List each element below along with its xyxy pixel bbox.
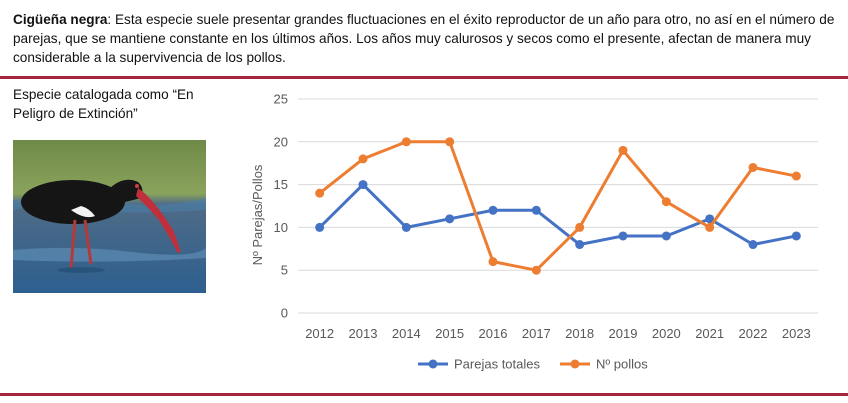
data-point	[531, 205, 541, 215]
series-line	[318, 140, 798, 272]
chart-legend: Parejas totales Nº pollos	[418, 357, 648, 372]
y-tick-label: 20	[274, 134, 288, 149]
data-point	[401, 222, 411, 232]
data-point	[618, 145, 628, 155]
data-point	[358, 180, 368, 190]
data-point	[791, 231, 801, 241]
data-point	[618, 231, 628, 241]
data-point	[315, 222, 325, 232]
legend-item: Nº pollos	[560, 357, 648, 372]
x-tick-label: 2014	[392, 326, 421, 341]
data-point	[488, 205, 498, 215]
header-text: Cigüeña negra: Esta especie suele presen…	[13, 10, 835, 67]
data-point	[401, 137, 411, 147]
x-tick-label: 2023	[782, 326, 811, 341]
x-tick-label: 2012	[305, 326, 334, 341]
data-point	[661, 231, 671, 241]
data-point	[315, 188, 325, 198]
data-point	[748, 240, 758, 250]
chart-gridlines	[298, 98, 818, 314]
y-tick-label: 0	[281, 306, 288, 321]
x-tick-label: 2017	[522, 326, 551, 341]
species-name: Cigüeña negra	[13, 12, 108, 27]
x-tick-label: 2020	[652, 326, 681, 341]
series-parejas-totales	[315, 180, 801, 250]
y-tick-label: 15	[274, 177, 288, 192]
y-tick-label: 25	[274, 92, 288, 107]
data-point	[705, 214, 715, 224]
data-point	[531, 265, 541, 275]
top-rule	[0, 76, 848, 79]
data-point	[488, 257, 498, 267]
y-tick-label: 5	[281, 263, 288, 278]
x-tick-labels: 2012 2013 2014 2015 2016 2017 2018 2019 2020 2021…	[305, 326, 811, 341]
x-tick-label: 2021	[695, 326, 724, 341]
data-point	[445, 214, 455, 224]
legend-label: Nº pollos	[596, 357, 648, 372]
y-tick-labels: 0 5 10 15 20 25	[274, 92, 288, 321]
data-point	[445, 137, 455, 147]
data-point	[358, 154, 368, 164]
x-tick-label: 2016	[479, 326, 508, 341]
x-tick-label: 2015	[435, 326, 464, 341]
x-tick-label: 2013	[349, 326, 378, 341]
x-tick-label: 2019	[609, 326, 638, 341]
data-point	[575, 222, 585, 232]
species-status-caption: Especie catalogada como “En Peligro de E…	[13, 87, 194, 121]
black-stork-photo	[13, 140, 206, 293]
data-point	[791, 171, 801, 181]
y-tick-label: 10	[274, 220, 288, 235]
series-pollos	[315, 137, 801, 275]
series-line	[318, 183, 798, 247]
data-point	[748, 162, 758, 172]
x-tick-label: 2018	[565, 326, 594, 341]
data-point	[661, 197, 671, 207]
legend-label: Parejas totales	[454, 357, 540, 372]
bottom-rule	[0, 393, 848, 396]
x-tick-label: 2022	[739, 326, 768, 341]
data-point	[705, 222, 715, 232]
y-axis-label: Nº Parejas/Pollos	[250, 164, 265, 265]
legend-marker	[570, 359, 580, 369]
species-description: : Esta especie suele presentar grandes f…	[13, 12, 835, 65]
chart-series	[315, 137, 801, 275]
legend-marker	[428, 359, 438, 369]
legend-item: Parejas totales	[418, 357, 540, 372]
data-point	[575, 240, 585, 250]
